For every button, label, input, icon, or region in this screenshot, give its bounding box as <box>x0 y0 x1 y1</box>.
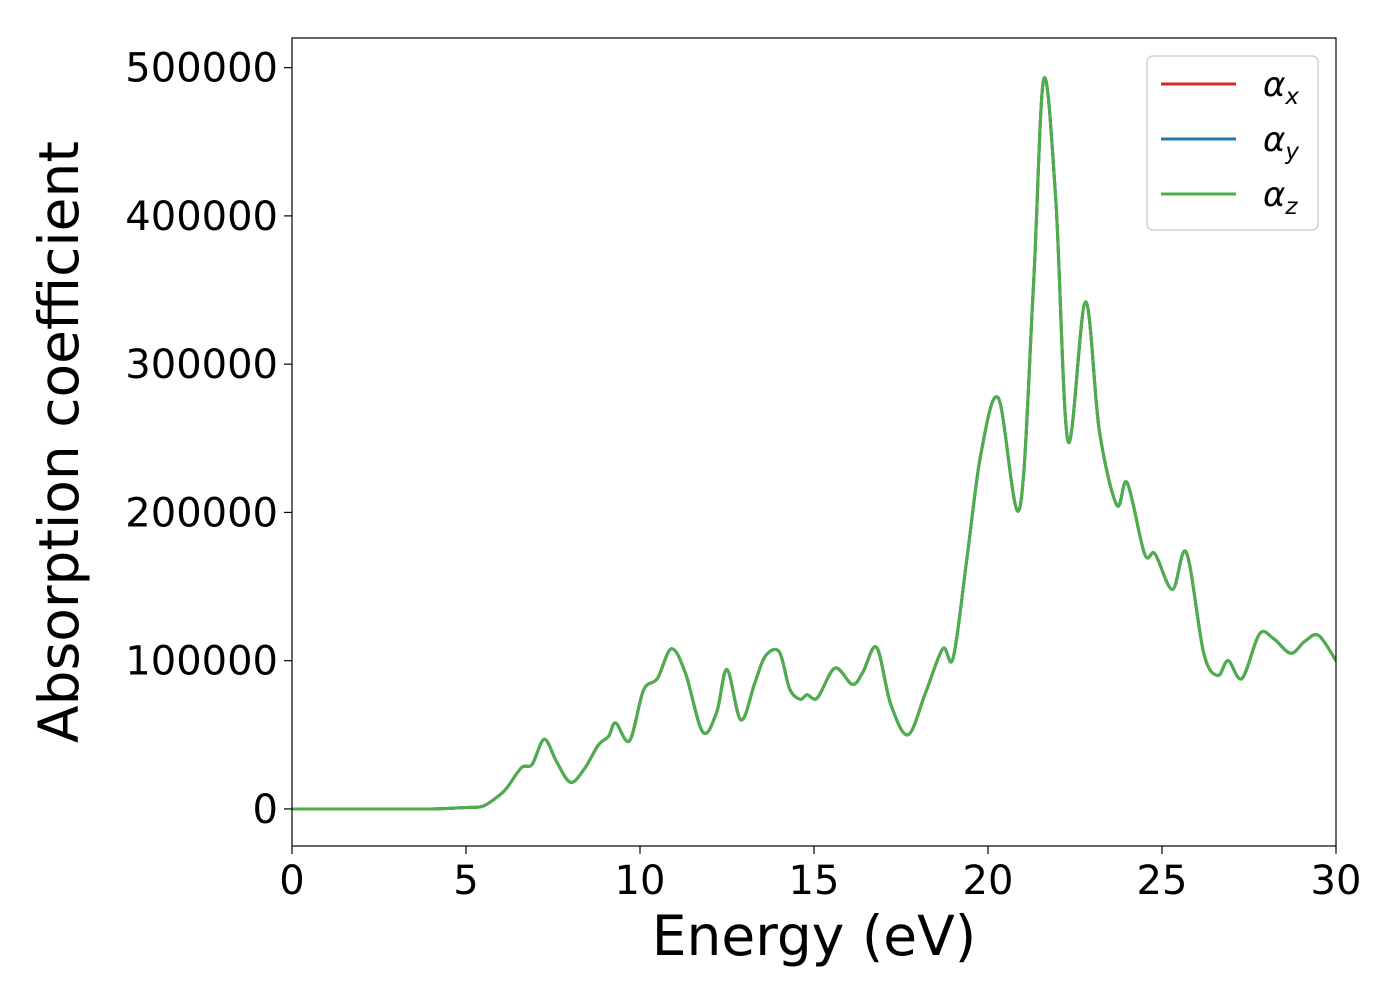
x-axis-ticks: 0 5 10 15 20 25 30 <box>279 846 1361 904</box>
legend-label-alpha-x: αx <box>1263 65 1299 110</box>
legend: αx αy αz <box>1146 55 1319 231</box>
x-tick-label: 10 <box>615 858 666 904</box>
legend-label-alpha-y: αy <box>1263 120 1299 165</box>
legend-box <box>1146 55 1319 231</box>
legend-label-alpha-z: αz <box>1263 175 1298 220</box>
x-tick-label: 30 <box>1311 858 1362 904</box>
series-line-alpha-z <box>292 76 1336 811</box>
y-tick-label: 200000 <box>125 490 278 536</box>
y-axis-ticks: 0 100000 200000 300000 400000 500000 <box>125 46 292 833</box>
y-tick-label: 0 <box>253 787 278 833</box>
x-tick-label: 0 <box>279 858 304 904</box>
x-tick-label: 20 <box>963 858 1014 904</box>
y-tick-label: 400000 <box>125 194 278 240</box>
x-tick-label: 15 <box>789 858 840 904</box>
x-tick-label: 5 <box>453 858 478 904</box>
y-tick-label: 300000 <box>125 342 278 388</box>
y-axis-title: Absorption coefficient <box>27 141 91 743</box>
series-curves <box>292 76 1336 811</box>
y-tick-label: 100000 <box>125 639 278 685</box>
x-axis-title: Energy (eV) <box>652 904 976 968</box>
y-tick-label: 500000 <box>125 46 278 92</box>
x-tick-label: 25 <box>1137 858 1188 904</box>
